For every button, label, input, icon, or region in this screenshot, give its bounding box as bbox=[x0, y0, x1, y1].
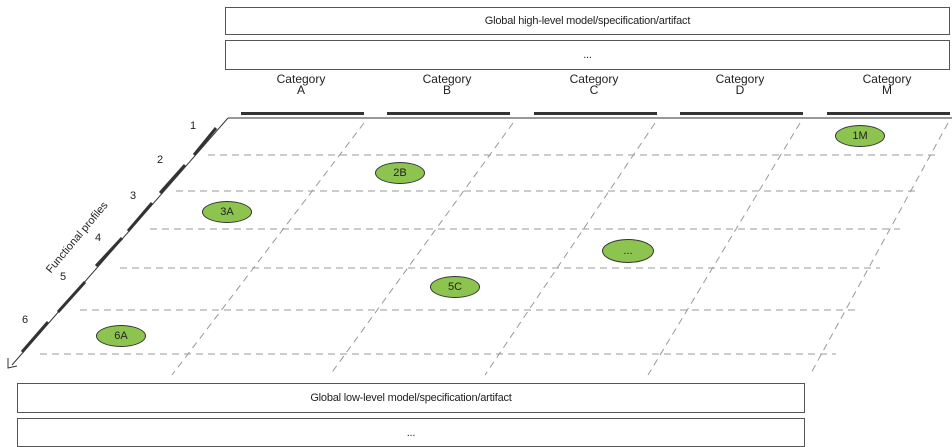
category-c-header: Category C bbox=[539, 72, 649, 97]
category-d-line1: Category bbox=[715, 72, 765, 86]
top-ellipsis-label: ... bbox=[583, 49, 592, 61]
bottom-ellipsis-box: ... bbox=[17, 418, 805, 447]
cell-3a: 3A bbox=[202, 201, 252, 223]
category-c-line1: Category bbox=[569, 72, 619, 86]
profile-bar-2 bbox=[158, 164, 187, 194]
col-line-1 bbox=[171, 122, 365, 376]
category-d-header: Category D bbox=[685, 72, 795, 97]
category-b-line1: Category bbox=[422, 72, 472, 86]
category-m-bar bbox=[827, 112, 950, 115]
profile-bar-6 bbox=[20, 321, 50, 353]
category-m-header: Category M bbox=[832, 72, 942, 97]
profile-number-5: 5 bbox=[60, 271, 67, 283]
category-b-line2: B bbox=[442, 83, 451, 97]
category-b-bar bbox=[387, 112, 510, 115]
profile-bar-3 bbox=[126, 202, 154, 232]
low-level-model-label: Global low-level model/specification/art… bbox=[310, 392, 512, 404]
category-a-header: Category A bbox=[246, 72, 356, 97]
category-m-line2: M bbox=[882, 83, 892, 97]
category-a-bar bbox=[241, 112, 364, 115]
category-a-line2: A bbox=[296, 83, 305, 97]
cell-ellipsis: ... bbox=[602, 239, 654, 263]
profile-bar-5 bbox=[56, 280, 87, 314]
profile-bar-1 bbox=[192, 127, 218, 156]
category-d-line2: D bbox=[735, 83, 745, 97]
profile-bar-4 bbox=[94, 236, 124, 268]
category-a-line1: Category bbox=[276, 72, 326, 86]
axis-arrowhead bbox=[7, 358, 18, 369]
col-line-4 bbox=[647, 122, 801, 376]
low-level-model-box: Global low-level model/specification/art… bbox=[17, 383, 805, 413]
col-line-2 bbox=[329, 122, 514, 376]
profile-number-6: 6 bbox=[22, 314, 29, 326]
cell-5c: 5C bbox=[430, 276, 480, 298]
col-line-3 bbox=[484, 122, 656, 376]
high-level-model-label: Global high-level model/specification/ar… bbox=[484, 15, 691, 27]
category-m-line1: Category bbox=[862, 72, 912, 86]
category-d-bar bbox=[680, 112, 803, 115]
cell-2b: 2B bbox=[375, 162, 425, 184]
cell-6a: 6A bbox=[96, 325, 146, 347]
profile-number-3: 3 bbox=[130, 190, 137, 202]
category-c-line2: C bbox=[589, 83, 599, 97]
bottom-ellipsis-label: ... bbox=[406, 426, 416, 439]
profile-number-2: 2 bbox=[157, 154, 164, 166]
cell-1m: 1M bbox=[835, 125, 885, 147]
category-b-header: Category B bbox=[392, 72, 502, 97]
profile-number-4: 4 bbox=[95, 232, 102, 244]
col-line-5 bbox=[809, 122, 949, 376]
top-ellipsis-box: ... bbox=[225, 40, 950, 70]
high-level-model-box: Global high-level model/specification/ar… bbox=[225, 7, 950, 35]
category-c-bar bbox=[534, 112, 657, 115]
profile-number-1: 1 bbox=[190, 120, 197, 132]
